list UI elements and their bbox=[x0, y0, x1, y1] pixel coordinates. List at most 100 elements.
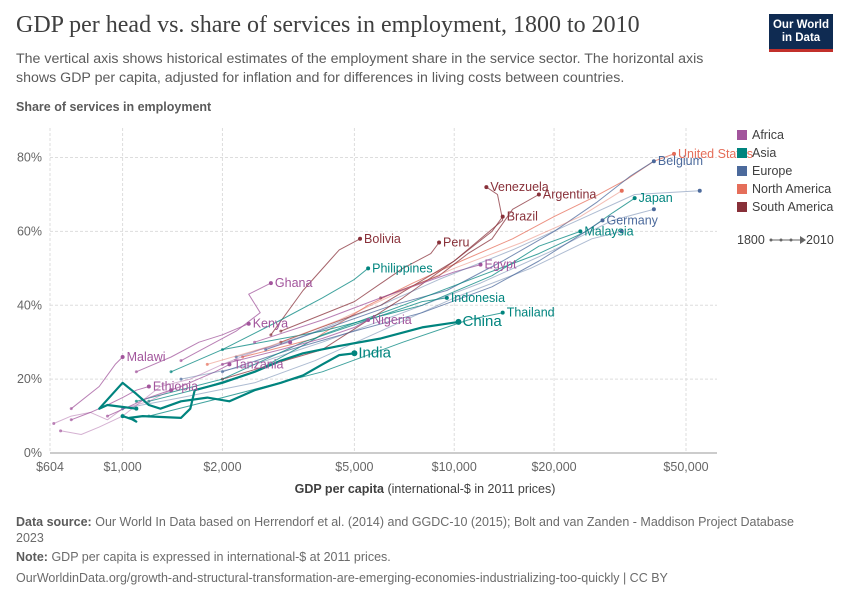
series-start-point bbox=[147, 399, 151, 403]
series-start-point bbox=[241, 355, 245, 359]
series-label: Egypt bbox=[484, 258, 516, 272]
series-start-point bbox=[134, 370, 138, 374]
series-line bbox=[60, 341, 291, 435]
series-end-point bbox=[227, 362, 232, 367]
series-start-point bbox=[269, 333, 273, 337]
series-label: China bbox=[462, 313, 502, 330]
series-label: Thailand bbox=[507, 306, 555, 320]
x-tick-label: $20,000 bbox=[531, 460, 576, 474]
footer-source: Data source: Our World In Data based on … bbox=[16, 514, 816, 546]
series-line bbox=[236, 190, 700, 358]
series-start-point bbox=[279, 329, 283, 333]
series-start-point bbox=[134, 399, 138, 403]
x-tick-label: $1,000 bbox=[103, 460, 141, 474]
series-end-point bbox=[169, 388, 174, 393]
note-text: GDP per capita is expressed in internati… bbox=[51, 550, 391, 564]
series-end-point bbox=[437, 240, 442, 245]
footer-note: Note: GDP per capita is expressed in int… bbox=[16, 549, 391, 565]
y-tick-label: 20% bbox=[17, 372, 42, 386]
legend-item[interactable]: Asia bbox=[737, 146, 776, 160]
series-line bbox=[280, 242, 440, 332]
legend-swatch bbox=[737, 184, 747, 194]
series-start-point bbox=[69, 418, 73, 422]
series-start-point bbox=[105, 414, 109, 418]
series-label: Brazil bbox=[507, 210, 538, 224]
x-tick-label: $50,000 bbox=[663, 460, 708, 474]
legend-swatch bbox=[737, 202, 747, 212]
legend-item[interactable]: North America bbox=[737, 182, 831, 196]
series-line bbox=[207, 190, 622, 365]
series-label: Japan bbox=[639, 191, 673, 205]
series-start-point bbox=[59, 429, 63, 433]
series-label: Malaysia bbox=[584, 224, 633, 238]
x-tick-label: $5,000 bbox=[335, 460, 373, 474]
footer-url[interactable]: OurWorldinData.org/growth-and-structural… bbox=[16, 571, 668, 585]
series-label: Indonesia bbox=[451, 291, 505, 305]
legend-item[interactable]: Europe bbox=[737, 164, 792, 178]
y-axis-label: Share of services in employment bbox=[16, 100, 212, 114]
x-tick-labels: $604 $1,000 $2,000 $5,000 $10,000 $20,000 $50,… bbox=[36, 460, 709, 474]
time-legend-arrow bbox=[800, 236, 806, 244]
series-line bbox=[136, 297, 447, 402]
legend-item[interactable]: Africa bbox=[737, 128, 784, 142]
series-line bbox=[265, 160, 655, 351]
legend-label: Africa bbox=[752, 128, 784, 142]
legend-label: North America bbox=[752, 182, 832, 196]
series-start-point bbox=[179, 377, 183, 381]
series-end-point bbox=[444, 295, 449, 300]
series-start-point bbox=[169, 370, 173, 374]
series-line bbox=[222, 216, 504, 380]
series-line bbox=[148, 312, 503, 417]
series-label: Malawi bbox=[127, 350, 166, 364]
x-axis-label-suffix: (international-$ in 2011 prices) bbox=[387, 482, 556, 496]
grid-lines bbox=[49, 128, 717, 454]
series-label: Argentina bbox=[543, 187, 597, 201]
series-line bbox=[280, 186, 504, 343]
series-line bbox=[180, 208, 655, 380]
owid-logo[interactable]: Our World in Data bbox=[769, 14, 833, 52]
series-label: Kenya bbox=[253, 317, 288, 331]
series-end-point bbox=[268, 281, 273, 286]
series-end-point bbox=[500, 310, 505, 315]
series-line bbox=[53, 389, 172, 424]
series-lines bbox=[52, 151, 702, 435]
series-line bbox=[222, 230, 581, 351]
series-end-point bbox=[288, 340, 293, 345]
series-line bbox=[254, 264, 481, 343]
series-end-point bbox=[146, 384, 151, 389]
series-end-point bbox=[651, 207, 656, 212]
x-axis-title: GDP per capita (international-$ in 2011 … bbox=[0, 482, 850, 496]
time-legend-start: 1800 bbox=[737, 233, 765, 247]
series-line bbox=[170, 267, 369, 373]
legend-item[interactable]: South America bbox=[737, 200, 833, 214]
series-start-point bbox=[179, 359, 183, 363]
series-end-point bbox=[478, 262, 483, 267]
series-start-point bbox=[264, 348, 268, 352]
y-tick-label: 60% bbox=[17, 224, 42, 238]
series-end-point bbox=[672, 151, 677, 156]
series-label: Nigeria bbox=[372, 313, 412, 327]
series-start-point bbox=[234, 355, 238, 359]
series-line bbox=[107, 363, 230, 417]
series-start-point bbox=[220, 362, 224, 366]
series-end-point bbox=[632, 196, 637, 201]
series-end-point bbox=[366, 318, 371, 323]
series-label: United States bbox=[678, 147, 753, 161]
series-label: Ethiopia bbox=[153, 380, 198, 394]
series-start-point bbox=[253, 340, 257, 344]
series-start-point bbox=[52, 421, 56, 425]
series-end-point bbox=[366, 266, 371, 271]
series-end-point bbox=[246, 321, 251, 326]
time-legend: 1800 2010 bbox=[737, 233, 834, 247]
y-tick-label: 40% bbox=[17, 298, 42, 312]
series-end-point bbox=[120, 354, 125, 359]
legend-label: South America bbox=[752, 200, 834, 214]
series-line bbox=[180, 282, 272, 362]
chart-subtitle: The vertical axis shows historical estim… bbox=[16, 51, 704, 86]
series-line bbox=[222, 219, 603, 373]
legend-label: Asia bbox=[752, 146, 777, 160]
time-legend-dot bbox=[789, 238, 793, 242]
y-tick-label: 80% bbox=[17, 151, 42, 165]
